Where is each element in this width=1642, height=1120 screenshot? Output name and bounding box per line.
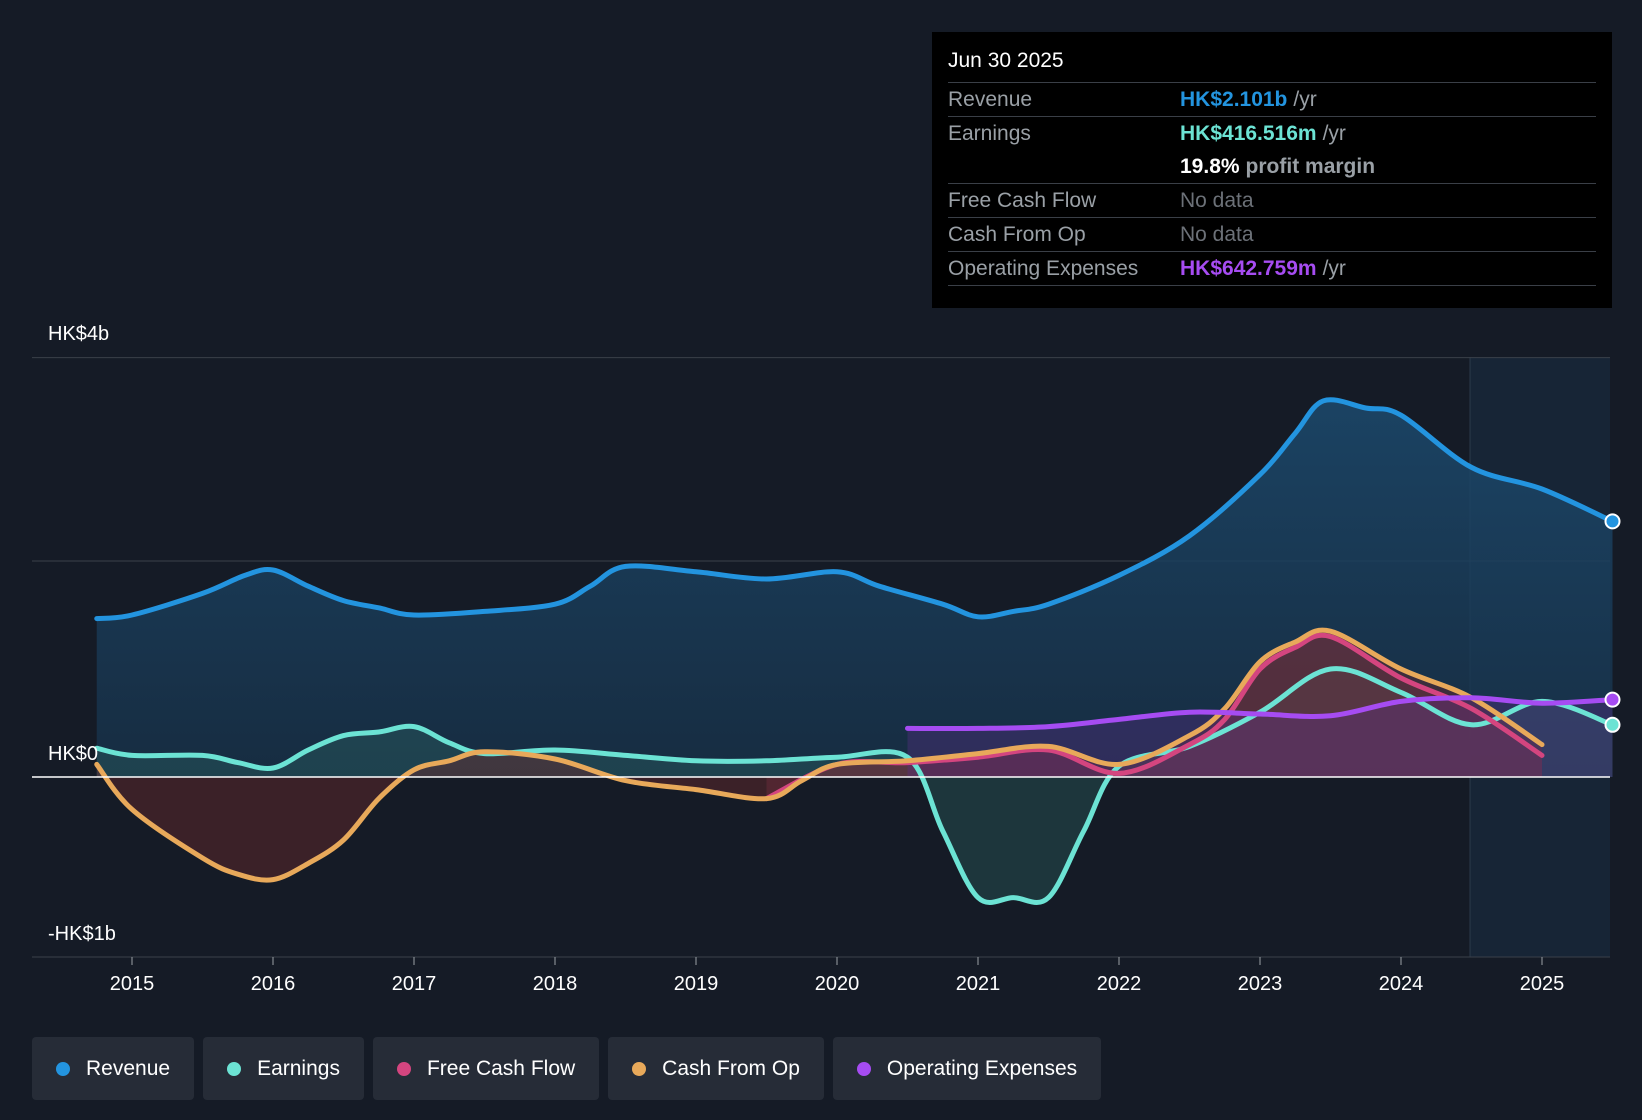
tooltip-unit: /yr (1322, 122, 1346, 145)
tooltip-value: No data (1180, 223, 1254, 246)
cash-from-op-area (96, 630, 1542, 881)
tooltip-label: Revenue (948, 88, 1033, 111)
y-label-top: HK$4b (48, 323, 109, 345)
series-lines (94, 397, 1615, 905)
legend-item-revenue[interactable]: Revenue (32, 1037, 195, 1100)
earnings-endpoint-marker[interactable] (1604, 716, 1621, 733)
legend-item-operating-expenses[interactable]: Operating Expenses (832, 1037, 1102, 1100)
x-tick-label: 2018 (533, 973, 578, 995)
tooltip-label: Earnings (948, 122, 1031, 145)
x-axis: 2015 2016 2017 2018 2019 2020 2021 2022 2023 2024… (110, 957, 1565, 995)
tooltip-label (948, 150, 1180, 183)
tooltip-value: HK$2.101b (1180, 88, 1288, 111)
revenue-area (96, 399, 1613, 777)
y-label-zero: HK$0 (48, 743, 98, 765)
legend-item-free-cash-flow[interactable]: Free Cash Flow (372, 1037, 600, 1100)
revenue-dot-icon (56, 1061, 70, 1076)
legend-label: Operating Expenses (886, 1056, 1078, 1080)
operating-expenses-endpoint-marker[interactable] (1604, 691, 1621, 708)
tooltip-label: Cash From Op (948, 223, 1086, 246)
profit-margin-value: 19.8% (1180, 155, 1240, 178)
operating-expenses-dot-icon (856, 1061, 871, 1076)
legend-item-cash-from-op[interactable]: Cash From Op (608, 1037, 824, 1100)
free-cash-flow-area (766, 635, 1542, 799)
x-tick-label: 2015 (110, 973, 155, 995)
legend: Revenue Earnings Free Cash Flow Cash Fro… (32, 1037, 1102, 1100)
y-label-bottom: -HK$1b (48, 923, 116, 945)
x-tick-label: 2017 (392, 973, 437, 995)
earnings-dot-icon (227, 1061, 242, 1076)
legend-label: Free Cash Flow (426, 1056, 576, 1080)
x-tick-label: 2025 (1520, 973, 1565, 995)
tooltip-row-fcf: Free Cash Flow No data (948, 183, 1596, 217)
legend-label: Cash From Op (662, 1056, 800, 1080)
tooltip-row-margin: 19.8% profit margin (948, 150, 1596, 183)
tooltip: Jun 30 2025 Revenue HK$2.101b /yr Earnin… (932, 32, 1612, 308)
tooltip-row-opex: Operating Expenses HK$642.759m /yr (948, 251, 1596, 286)
legend-item-earnings[interactable]: Earnings (203, 1037, 364, 1100)
tooltip-row-earnings: Earnings HK$416.516m /yr (948, 116, 1596, 150)
legend-label: Earnings (257, 1056, 340, 1080)
cash-from-op-line (94, 627, 1545, 883)
x-tick-label: 2016 (251, 973, 296, 995)
tooltip-value: HK$416.516m (1180, 122, 1317, 145)
tooltip-value: No data (1180, 189, 1254, 212)
tooltip-date: Jun 30 2025 (948, 49, 1064, 72)
profit-margin-label: profit margin (1245, 155, 1376, 178)
operating-expenses-line (905, 695, 1615, 732)
x-tick-label: 2020 (815, 973, 860, 995)
tooltip-value: HK$642.759m (1180, 257, 1317, 280)
cash-from-op-dot-icon (632, 1061, 647, 1076)
tooltip-unit: /yr (1322, 257, 1346, 280)
tooltip-row-cfo: Cash From Op No data (948, 217, 1596, 251)
series-areas (96, 399, 1613, 903)
x-tick-label: 2021 (956, 973, 1001, 995)
x-tick-label: 2022 (1097, 973, 1142, 995)
tooltip-unit: /yr (1293, 88, 1317, 111)
x-tick-label: 2019 (674, 973, 719, 995)
free-cash-flow-dot-icon (396, 1061, 411, 1076)
tooltip-label: Free Cash Flow (948, 189, 1097, 212)
x-tick-label: 2024 (1379, 973, 1424, 995)
series-endpoints (1604, 513, 1621, 733)
tooltip-label: Operating Expenses (948, 257, 1139, 280)
earnings-line (94, 666, 1615, 905)
revenue-line (94, 397, 1615, 622)
revenue-endpoint-marker[interactable] (1604, 513, 1621, 530)
legend-label: Revenue (86, 1056, 171, 1080)
tooltip-row-revenue: Revenue HK$2.101b /yr (948, 82, 1596, 116)
x-tick-label: 2023 (1238, 973, 1283, 995)
